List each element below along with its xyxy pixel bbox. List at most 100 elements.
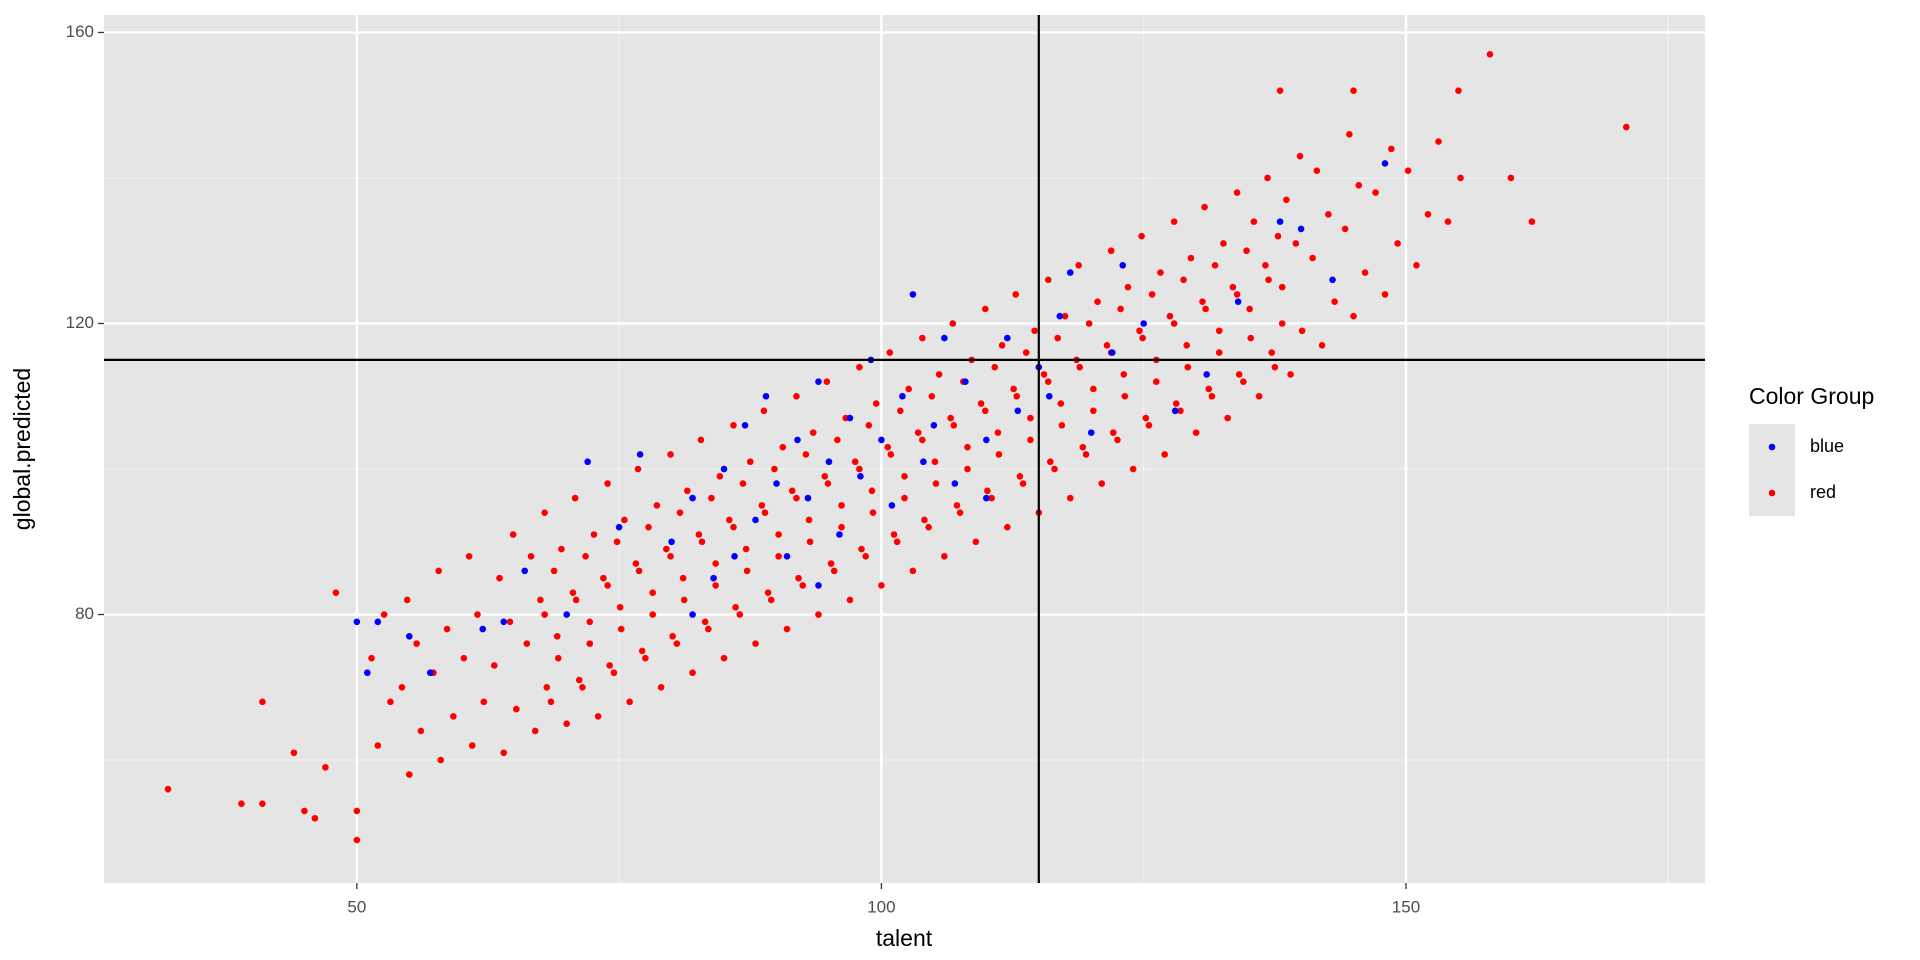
point (1211, 261, 1219, 269)
point (815, 378, 822, 385)
point (579, 683, 586, 691)
x-axis-title: talent (876, 925, 933, 951)
point (1082, 451, 1090, 458)
point (746, 458, 754, 466)
point (506, 618, 514, 626)
point (830, 567, 838, 575)
point (634, 465, 642, 473)
point (398, 683, 406, 691)
point (764, 589, 772, 596)
point (541, 509, 548, 516)
point (1278, 320, 1286, 327)
point (541, 611, 548, 618)
point (1079, 443, 1087, 451)
point (680, 596, 688, 604)
point (1120, 371, 1128, 378)
point (1325, 211, 1332, 218)
point (1199, 298, 1206, 305)
point (259, 698, 266, 706)
points (164, 50, 1630, 844)
point (925, 523, 932, 531)
point (649, 589, 657, 596)
point (1145, 422, 1153, 429)
point (1276, 218, 1284, 225)
point (793, 494, 800, 502)
point (606, 662, 613, 669)
point (743, 567, 751, 575)
grid (104, 15, 1705, 883)
point (638, 647, 646, 655)
point (575, 676, 583, 684)
point (793, 392, 800, 400)
point (537, 596, 544, 604)
point (1066, 269, 1074, 276)
point (775, 531, 782, 538)
point (1444, 218, 1452, 225)
point (1255, 392, 1263, 400)
point (761, 509, 769, 516)
point (668, 538, 675, 546)
point (1287, 371, 1294, 378)
point (513, 705, 520, 713)
y-tick-label: 120 (66, 313, 94, 332)
y-axis-title: global.predicted (9, 368, 35, 530)
point (1087, 429, 1095, 436)
x-tick-label: 150 (1392, 897, 1420, 916)
point (1136, 327, 1143, 335)
point (805, 516, 813, 524)
point (380, 611, 388, 618)
point (783, 553, 791, 560)
point (815, 611, 822, 618)
point (1276, 87, 1284, 94)
point (775, 553, 782, 560)
point (897, 407, 904, 415)
point (932, 480, 940, 487)
point (582, 553, 589, 560)
point (846, 596, 854, 604)
point (730, 523, 737, 531)
point (1404, 167, 1412, 175)
x-tick-label: 100 (867, 897, 895, 916)
point (741, 422, 749, 429)
point (964, 465, 971, 473)
point (827, 560, 835, 567)
point (594, 713, 602, 720)
point (679, 574, 687, 582)
point (1234, 298, 1242, 305)
panel (104, 15, 1705, 883)
point (1148, 291, 1156, 298)
legend: Color Group blue red (1749, 383, 1874, 516)
point (1010, 385, 1017, 393)
point (736, 611, 744, 618)
point (1121, 392, 1129, 400)
point (635, 567, 643, 575)
point (490, 662, 498, 669)
point (1201, 203, 1208, 211)
point (977, 400, 985, 407)
point (527, 553, 535, 560)
point (799, 582, 807, 589)
point (1170, 320, 1178, 327)
point (941, 334, 948, 342)
point (1381, 160, 1389, 167)
point (825, 458, 833, 466)
point (919, 436, 926, 444)
point (857, 472, 864, 480)
point (684, 487, 691, 495)
point (600, 574, 607, 582)
point (1215, 327, 1223, 335)
point (616, 603, 624, 611)
point (1061, 312, 1069, 320)
point (657, 683, 665, 691)
y-tick-label: 80 (75, 604, 94, 623)
point (802, 451, 810, 458)
point (569, 589, 577, 596)
point (708, 494, 715, 502)
point (465, 553, 473, 560)
point (725, 516, 733, 524)
point (758, 502, 766, 509)
point (1139, 334, 1146, 342)
point (998, 342, 1006, 349)
point (290, 749, 298, 757)
axes: 50 100 150 80 120 160 (66, 22, 1421, 917)
